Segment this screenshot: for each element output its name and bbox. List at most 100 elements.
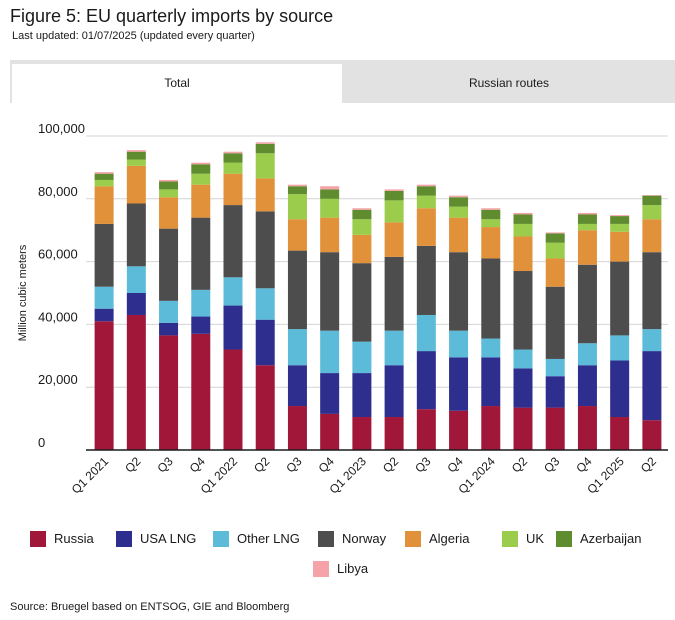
bar-segment-russia [384,417,404,450]
legend-label: UK [526,531,545,546]
legend-label: Azerbaijan [580,531,642,546]
bar-segment-libya [642,195,662,196]
bar-segment-other-lng [545,358,565,377]
bar-segment-algeria [320,217,340,253]
bar-segment-algeria [94,186,114,224]
bar-segment-norway [126,203,146,267]
bar-segment-azerbaijan [481,209,501,220]
bar-segment-uk [352,219,372,235]
bar-segment-libya [449,195,469,198]
bar-segment-norway [94,223,114,287]
bar-segment-algeria [384,222,404,257]
bar-segment-libya [545,232,565,234]
bar-segment-other-lng [255,288,275,320]
bar-segment-uk [416,195,436,209]
tab-total[interactable]: Total [12,64,342,103]
bar-segment-norway [159,228,179,301]
bar-segment-azerbaijan [255,143,275,154]
bar-segment-usa-lng [287,365,307,407]
bar-segment-algeria [449,217,469,253]
x-tick-label: Q3 [541,454,562,475]
bar-segment-other-lng [610,335,630,361]
bar-segment-russia [352,417,372,450]
legend-swatch [556,531,572,547]
legend-swatch [213,531,229,547]
x-tick-label: Q4 [187,454,208,475]
last-updated-note: Last updated: 01/07/2025 (updated every … [12,30,255,42]
bar-segment-algeria [545,258,565,287]
bar-segment-other-lng [513,349,533,369]
bar-segment-other-lng [642,329,662,352]
y-tick-label: 100,000 [38,121,85,136]
bar-segment-other-lng [449,330,469,358]
bar-segment-libya [352,208,372,210]
bar-segment-other-lng [384,330,404,366]
bar-segment-uk [159,189,179,198]
bar-segment-libya [255,142,275,144]
bar-segment-uk [255,153,275,179]
bar-segment-norway [352,263,372,342]
bar-segment-other-lng [416,314,436,352]
bar-segment-russia [416,409,436,450]
bar-segment-uk [513,223,533,237]
bar-segment-azerbaijan [577,214,597,224]
bar-segment-russia [449,410,469,450]
bar-segment-uk [642,205,662,220]
bar-segment-usa-lng [159,322,179,336]
bar-segment-russia [126,314,146,450]
bar-segment-uk [287,194,307,220]
y-axis-title: Million cubic meters [17,244,29,341]
bar-segment-usa-lng [255,319,275,366]
bar-segment-usa-lng [352,373,372,418]
bar-segment-uk [610,223,630,232]
bar-segment-other-lng [126,266,146,293]
bar-segment-usa-lng [481,357,501,407]
bar-segment-usa-lng [545,376,565,408]
bar-segment-uk [126,159,146,166]
bar-segment-algeria [159,197,179,229]
x-tick-label: Q1 2021 [69,454,112,497]
bar-segment-norway [513,271,533,350]
bar-segment-uk [449,206,469,218]
bar-segment-usa-lng [126,293,146,315]
bar-segment-norway [255,211,275,289]
bar-segment-usa-lng [191,316,211,334]
chart-title: Figure 5: EU quarterly imports by source [10,6,334,26]
bar-segment-norway [481,258,501,339]
bar-segment-usa-lng [320,373,340,414]
y-tick-label: 80,000 [38,184,78,199]
legend-label: Norway [342,531,387,546]
bar-segment-usa-lng [513,368,533,408]
bar-segment-norway [191,217,211,290]
bar-segment-azerbaijan [352,209,372,220]
bar-segment-algeria [416,208,436,246]
x-tick-label: Q2 [122,454,143,475]
source-note: Source: Bruegel based on ENTSOG, GIE and… [10,601,290,613]
legend-swatch [502,531,518,547]
bar-segment-other-lng [352,341,372,374]
bar-segment-uk [191,173,211,185]
legend-label: USA LNG [140,531,197,546]
bar-segment-algeria [513,236,533,272]
x-tick-label: Q3 [412,454,433,475]
bar-segment-russia [545,407,565,450]
bar-segment-russia [94,321,114,450]
bar-segment-norway [577,264,597,344]
y-tick-label: 40,000 [38,309,78,324]
legend-label: Algeria [429,531,470,546]
bar-segment-russia [287,406,307,450]
bar-segment-russia [513,407,533,450]
x-tick-label: Q3 [283,454,304,475]
tab-russian-routes[interactable]: Russian routes [468,76,550,90]
y-tick-label: 20,000 [38,372,78,387]
bar-segment-libya [223,151,243,154]
bar-segment-azerbaijan [191,164,211,174]
bar-segment-libya [384,189,404,191]
bar-segment-usa-lng [94,308,114,322]
legend-swatch [313,561,329,577]
bar-segment-russia [481,406,501,450]
bar-segment-russia [159,335,179,450]
bar-segment-other-lng [94,286,114,309]
bar-segment-algeria [642,219,662,253]
bar-segment-usa-lng [577,365,597,407]
